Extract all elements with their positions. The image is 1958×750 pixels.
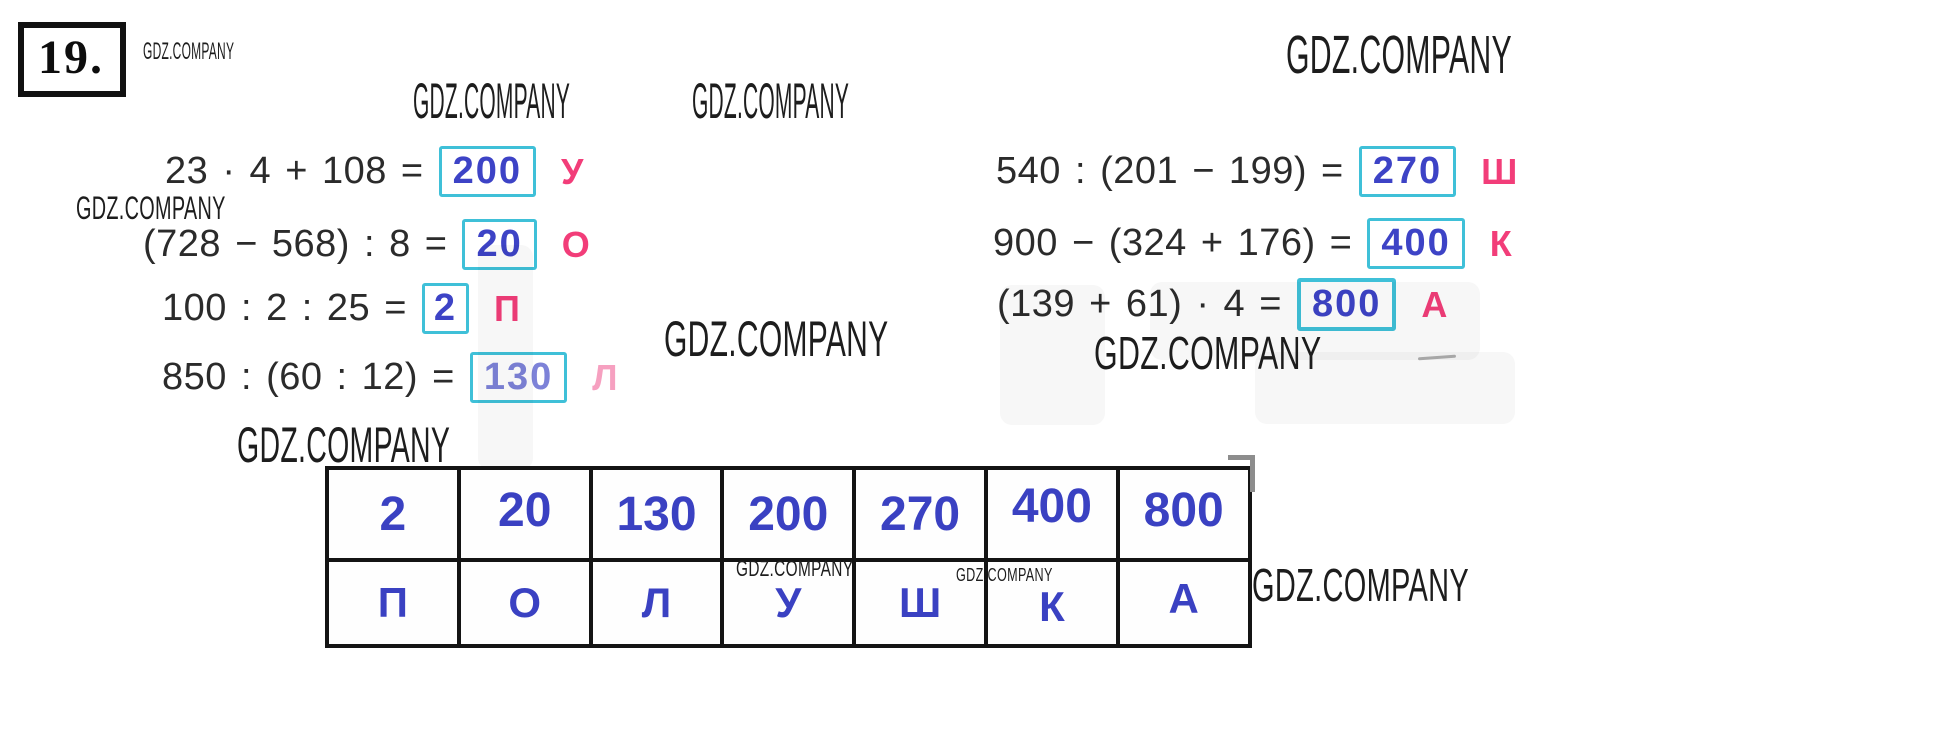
table-letter: О	[508, 579, 542, 626]
table-cell: О	[456, 558, 593, 648]
table-cell: 270	[852, 466, 988, 562]
table-cell: 400	[983, 466, 1120, 562]
equation-row: 540 : (201 − 199) = 270 Ш	[996, 146, 1517, 197]
table-number: 400	[1011, 479, 1092, 533]
table-number: 20	[498, 483, 552, 537]
table-cell: Л	[588, 558, 725, 648]
equation-row: 850 : (60 : 12) = 130 Л	[162, 352, 618, 403]
answer-letter: У	[561, 150, 584, 192]
equation-expression: 540 : (201 − 199) =	[996, 150, 1344, 192]
answer-letter: Ш	[1481, 150, 1518, 192]
table-number: 130	[616, 487, 697, 541]
answer-letter: О	[561, 223, 590, 265]
table-cell: Ш	[852, 558, 988, 648]
answer-letter: К	[1489, 222, 1512, 264]
table-letter: П	[377, 579, 408, 626]
scan-corner-mark	[1228, 455, 1255, 460]
answer-value: 800	[1311, 283, 1382, 325]
answer-letter: А	[1421, 283, 1448, 325]
watermark-table-cell-k: GDZ.COMPANY	[956, 565, 1053, 585]
table-letter: К	[1039, 583, 1065, 630]
equation-expression: 850 : (60 : 12) =	[162, 356, 455, 398]
scan-ghost-artifact	[1255, 352, 1515, 424]
equation-row: (728 − 568) : 8 = 20 О	[143, 219, 590, 270]
watermark-top-mid-left: GDZ.COMPANY	[413, 73, 571, 129]
watermark-left-side: GDZ.COMPANY	[76, 190, 226, 226]
table-cell: А	[1115, 558, 1252, 648]
watermark-top-right: GDZ.COMPANY	[1286, 25, 1512, 85]
table-number: 270	[880, 487, 961, 541]
table-number-row: 2 20 130 200 270 400 800	[325, 466, 1252, 562]
scan-ghost-artifact	[478, 245, 533, 470]
equation-row: 23 · 4 + 108 = 200 У	[165, 146, 583, 197]
answer-value: 200	[452, 150, 523, 192]
answer-value: 20	[476, 223, 523, 265]
watermark-top-left-small: GDZ.COMPANY	[143, 38, 235, 65]
table-number: 200	[748, 487, 829, 541]
table-letter: У	[775, 579, 802, 626]
table-cell: У	[720, 558, 857, 648]
answer-value: 270	[1372, 150, 1443, 192]
task-number-box: 19.	[18, 22, 126, 97]
answer-box: 130	[469, 352, 568, 403]
answer-letter: Л	[592, 356, 618, 398]
table-cell: 20	[456, 466, 593, 562]
table-cell: 200	[720, 466, 857, 562]
answer-value: 400	[1381, 222, 1451, 264]
answer-letter: П	[494, 287, 520, 329]
equation-expression: 100 : 2 : 25 =	[162, 287, 407, 329]
watermark-middle: GDZ.COMPANY	[664, 311, 889, 367]
table-number: 800	[1143, 483, 1224, 537]
equation-expression: 23 · 4 + 108 =	[165, 150, 424, 192]
watermark-top-mid-right: GDZ.COMPANY	[692, 73, 850, 129]
equation-row: 100 : 2 : 25 = 2 П	[162, 283, 520, 334]
answer-box: 270	[1358, 146, 1457, 197]
scan-corner-mark	[1250, 455, 1255, 492]
answer-box: 2	[421, 283, 470, 334]
answer-box: 800	[1296, 278, 1397, 331]
answer-box: 400	[1367, 218, 1465, 269]
table-letter: Ш	[898, 579, 942, 626]
answer-value: 130	[483, 356, 554, 398]
table-cell: 130	[588, 466, 725, 562]
watermark-right-of-table: GDZ.COMPANY	[1252, 559, 1470, 611]
table-number: 2	[379, 487, 407, 541]
scan-ghost-artifact	[1150, 282, 1480, 360]
table-cell: К	[983, 558, 1120, 648]
answer-box: 20	[462, 219, 537, 270]
table-cell: П	[325, 558, 461, 648]
watermark-above-table: GDZ.COMPANY	[237, 417, 451, 473]
table-letter: А	[1168, 575, 1199, 622]
decoding-table: 2 20 130 200 270 400 800 П О Л У Ш К А	[325, 466, 1252, 648]
equation-row: (139 + 61) · 4 = 800 А	[997, 278, 1447, 331]
watermark-table-cell-u: GDZ.COMPANY	[736, 556, 854, 581]
table-cell: 2	[325, 466, 461, 562]
equation-expression: 900 − (324 + 176) =	[993, 222, 1353, 264]
answer-box: 200	[438, 146, 537, 197]
table-letter-row: П О Л У Ш К А	[325, 558, 1252, 648]
table-letter: Л	[641, 579, 672, 626]
scan-ghost-artifact	[1000, 285, 1105, 425]
task-number: 19.	[38, 31, 104, 84]
watermark-mid-right: GDZ.COMPANY	[1094, 327, 1322, 379]
equation-expression: (728 − 568) : 8 =	[143, 223, 448, 265]
equation-row: 900 − (324 + 176) = 400 К	[993, 218, 1512, 269]
table-cell: 800	[1115, 466, 1252, 562]
answer-value: 2	[433, 287, 458, 329]
equation-expression: (139 + 61) · 4 =	[997, 283, 1282, 325]
